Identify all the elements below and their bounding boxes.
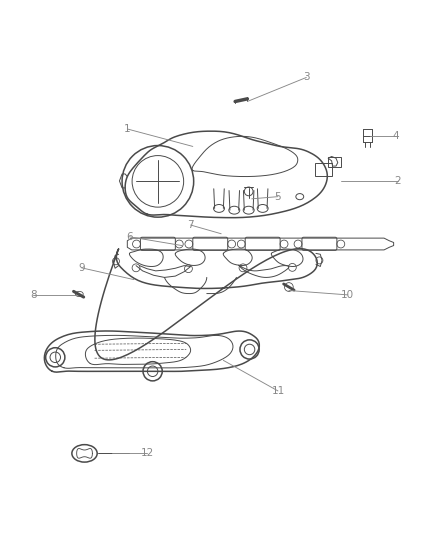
Text: 8: 8 bbox=[30, 290, 37, 300]
Text: 4: 4 bbox=[392, 131, 399, 141]
Text: 5: 5 bbox=[275, 192, 281, 201]
Text: 2: 2 bbox=[395, 176, 401, 187]
Text: 11: 11 bbox=[271, 386, 285, 396]
Text: 6: 6 bbox=[126, 232, 133, 242]
Text: 12: 12 bbox=[140, 448, 154, 458]
Text: 9: 9 bbox=[78, 263, 85, 273]
Text: 7: 7 bbox=[187, 220, 194, 230]
Text: 1: 1 bbox=[124, 124, 131, 134]
Text: 10: 10 bbox=[341, 290, 354, 300]
Text: 3: 3 bbox=[303, 72, 310, 83]
